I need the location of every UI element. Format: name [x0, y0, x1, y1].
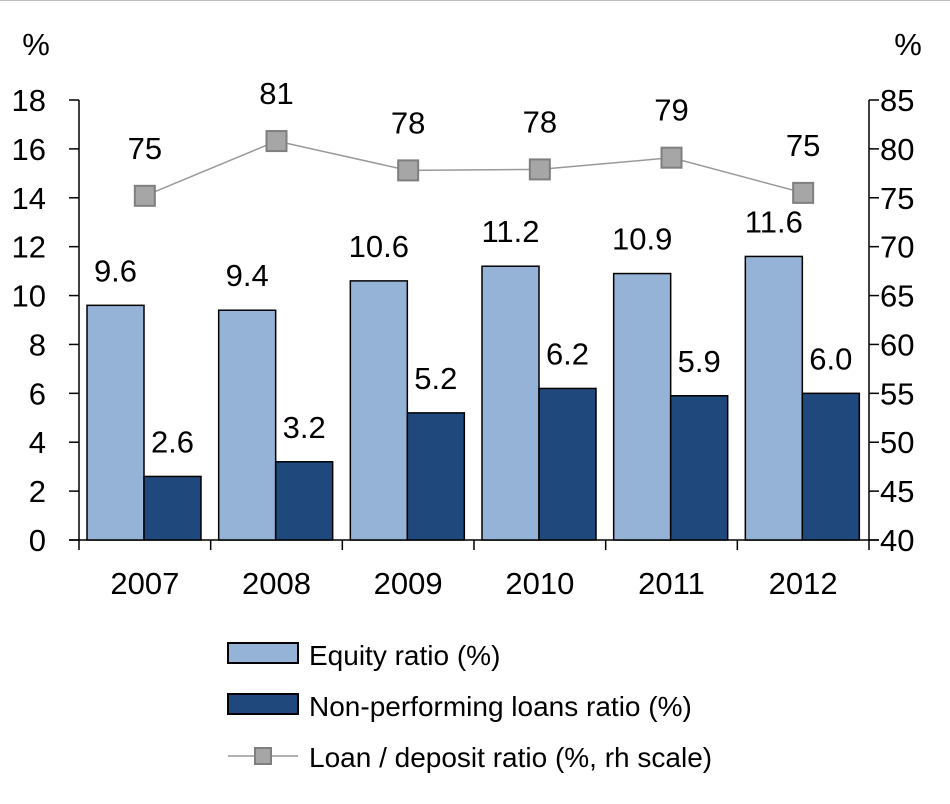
equity-ratio-bar: [217, 309, 277, 541]
npl-ratio-bar: [274, 461, 334, 541]
left-tick-label: 4: [29, 425, 46, 460]
legend-swatch-equity: [227, 642, 299, 664]
equity-ratio-label: 10.9: [612, 222, 672, 257]
equity-ratio-bar: [349, 280, 409, 541]
legend-label-loan-deposit: Loan / deposit ratio (%, rh scale): [309, 742, 712, 773]
loan-deposit-label: 75: [128, 131, 162, 166]
legend-swatch-npl: [227, 693, 299, 715]
right-tick-label: 80: [880, 132, 914, 167]
equity-ratio-bar: [744, 255, 804, 541]
left-axis-unit: %: [22, 27, 50, 62]
left-tick-label: 16: [12, 132, 46, 167]
left-tick-label: 10: [12, 279, 46, 314]
equity-ratio-label: 11.6: [745, 204, 803, 239]
left-tick-label: 0: [29, 523, 46, 558]
npl-ratio-label: 5.2: [414, 361, 457, 396]
line-series: [133, 130, 815, 207]
equity-ratio-label: 9.6: [94, 253, 137, 288]
x-tick-label: 2011: [638, 566, 705, 601]
npl-ratio-bar: [538, 387, 597, 541]
right-tick-label: 65: [880, 279, 914, 314]
x-tick-label: 2007: [110, 566, 179, 601]
legend-label-equity: Equity ratio (%): [309, 640, 500, 671]
loan-deposit-marker: [528, 158, 551, 181]
npl-ratio-label: 6.2: [546, 336, 589, 371]
left-tick-label: 2: [29, 474, 46, 509]
npl-ratio-label: 5.9: [678, 344, 721, 379]
npl-ratio-bar: [801, 392, 861, 541]
left-tick-label: 12: [12, 230, 46, 265]
data-labels: 9.6 2.6 9.4 3.2 10.6 5.2 11.2 6.2 10.9 5.9 11.6 6.0…: [94, 76, 852, 459]
equity-ratio-bar: [612, 272, 672, 541]
equity-ratio-label: 11.2: [481, 214, 539, 249]
right-tick-label: 75: [880, 181, 914, 216]
loan-deposit-marker: [265, 130, 288, 153]
equity-ratio-bar: [86, 304, 145, 541]
loan-deposit-label: 75: [786, 128, 820, 163]
left-tick-label: 14: [12, 181, 46, 216]
equity-ratio-bar: [481, 265, 540, 541]
right-tick-label: 70: [880, 230, 914, 265]
npl-ratio-bar: [143, 475, 202, 541]
npl-ratio-label: 2.6: [151, 424, 194, 459]
loan-deposit-label: 79: [654, 93, 688, 128]
legend: Equity ratio (%) Non-performing loans rat…: [227, 640, 712, 773]
loan-deposit-label: 78: [391, 105, 425, 140]
x-tick-label: 2012: [769, 566, 838, 601]
loan-deposit-label: 78: [523, 104, 557, 139]
right-axis-unit: %: [894, 27, 922, 62]
loan-deposit-marker: [133, 184, 156, 207]
x-tick-label: 2010: [505, 566, 574, 601]
loan-deposit-marker: [660, 146, 683, 169]
legend-marker-loan-deposit: [254, 747, 272, 765]
axes: % % 0 2 4 6 8 10 12 14 16 18 40 45 50 55 60 65 70 75 80 85 200…: [12, 27, 922, 601]
loan-deposit-line: [144, 140, 804, 197]
loan-deposit-marker: [397, 159, 420, 182]
left-tick-label: 8: [29, 327, 46, 362]
loan-deposit-label: 81: [259, 76, 293, 111]
right-tick-label: 45: [880, 474, 914, 509]
npl-ratio-bar: [669, 395, 729, 541]
left-tick-label: 18: [12, 83, 46, 118]
x-tick-label: 2009: [374, 566, 443, 601]
x-tick-label: 2008: [242, 566, 311, 601]
npl-ratio-label: 6.0: [809, 341, 852, 376]
left-tick-label: 6: [29, 376, 46, 411]
npl-ratio-bar: [406, 412, 466, 541]
legend-label-npl: Non-performing loans ratio (%): [309, 691, 692, 722]
loan-deposit-marker: [792, 181, 815, 204]
right-tick-label: 50: [880, 425, 914, 460]
right-tick-label: 60: [880, 327, 914, 362]
equity-ratio-label: 9.4: [226, 258, 269, 293]
bars: [86, 255, 861, 541]
right-tick-label: 55: [880, 376, 914, 411]
right-tick-label: 85: [880, 83, 914, 118]
right-tick-label: 40: [880, 523, 914, 558]
npl-ratio-label: 3.2: [283, 410, 326, 445]
equity-ratio-label: 10.6: [349, 229, 409, 264]
